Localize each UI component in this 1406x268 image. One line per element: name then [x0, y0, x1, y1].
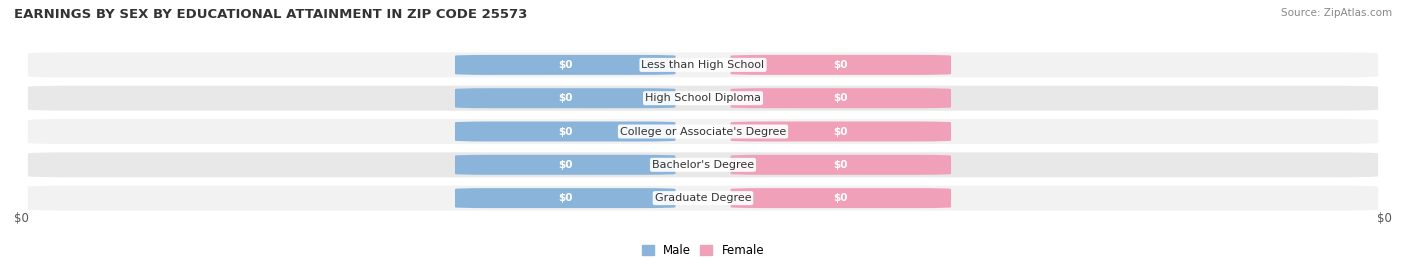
FancyBboxPatch shape: [731, 155, 950, 175]
FancyBboxPatch shape: [731, 188, 950, 208]
Text: $0: $0: [834, 93, 848, 103]
Text: Bachelor's Degree: Bachelor's Degree: [652, 160, 754, 170]
Text: $0: $0: [558, 160, 572, 170]
FancyBboxPatch shape: [456, 55, 675, 75]
FancyBboxPatch shape: [456, 155, 675, 175]
Text: $0: $0: [1376, 212, 1392, 225]
Text: $0: $0: [834, 193, 848, 203]
Text: $0: $0: [834, 60, 848, 70]
Text: $0: $0: [558, 60, 572, 70]
Text: $0: $0: [14, 212, 30, 225]
Text: High School Diploma: High School Diploma: [645, 93, 761, 103]
Legend: Male, Female: Male, Female: [637, 239, 769, 262]
Text: College or Associate's Degree: College or Associate's Degree: [620, 126, 786, 136]
FancyBboxPatch shape: [456, 121, 675, 142]
FancyBboxPatch shape: [28, 152, 1378, 177]
FancyBboxPatch shape: [28, 186, 1378, 211]
FancyBboxPatch shape: [28, 86, 1378, 111]
FancyBboxPatch shape: [456, 88, 675, 108]
FancyBboxPatch shape: [28, 119, 1378, 144]
FancyBboxPatch shape: [731, 121, 950, 142]
Text: $0: $0: [558, 193, 572, 203]
FancyBboxPatch shape: [456, 188, 675, 208]
FancyBboxPatch shape: [731, 88, 950, 108]
Text: Less than High School: Less than High School: [641, 60, 765, 70]
FancyBboxPatch shape: [731, 55, 950, 75]
Text: $0: $0: [834, 126, 848, 136]
Text: Source: ZipAtlas.com: Source: ZipAtlas.com: [1281, 8, 1392, 18]
Text: $0: $0: [558, 126, 572, 136]
Text: $0: $0: [834, 160, 848, 170]
FancyBboxPatch shape: [28, 53, 1378, 77]
Text: $0: $0: [558, 93, 572, 103]
Text: Graduate Degree: Graduate Degree: [655, 193, 751, 203]
Text: EARNINGS BY SEX BY EDUCATIONAL ATTAINMENT IN ZIP CODE 25573: EARNINGS BY SEX BY EDUCATIONAL ATTAINMEN…: [14, 8, 527, 21]
